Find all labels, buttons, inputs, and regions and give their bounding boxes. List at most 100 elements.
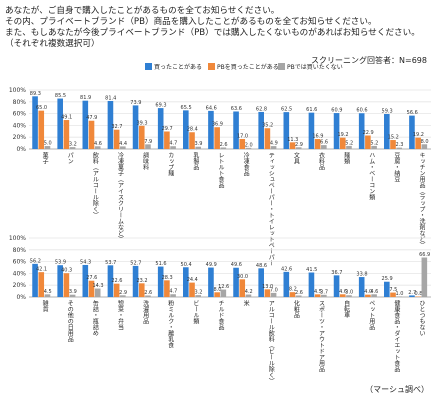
bar-2-4-1 <box>107 265 114 297</box>
bar-1-9-3 <box>245 147 252 149</box>
value-label-2-8-1: 49.9 <box>206 262 217 268</box>
bar-1-15-2 <box>390 140 396 149</box>
legend-swatch-1 <box>145 63 152 70</box>
category-label-2-1: 雑貨 <box>41 299 48 313</box>
category-label-1-4: 冷凍菓子（アイスクリームなど） <box>116 151 123 242</box>
value-label-1-10-2: 35.2 <box>262 123 273 129</box>
category-label-2-14: ペット用品 <box>368 300 375 331</box>
value-label-2-8-2: 8.0 <box>213 287 221 293</box>
value-label-2-13-3: 3.0 <box>345 290 353 296</box>
bar-1-10-2 <box>264 128 271 149</box>
value-label-2-3-1: 54.3 <box>80 259 91 265</box>
value-label-1-11-3: 2.9 <box>295 142 303 148</box>
value-label-2-6-2: 28.3 <box>162 275 173 281</box>
bar-1-4-2 <box>113 129 120 149</box>
bar-2-1-3 <box>44 294 51 297</box>
value-label-1-7-1: 65.5 <box>181 105 192 111</box>
bar-2-1-2 <box>38 272 45 297</box>
bar-1-12-3 <box>321 145 327 149</box>
bar-2-6-1 <box>157 266 164 297</box>
ytick-1-100: 100% <box>9 87 26 94</box>
bar-1-12-1 <box>308 112 315 149</box>
value-label-1-12-2: 16.9 <box>312 134 323 140</box>
value-label-1-6-1: 69.3 <box>155 103 166 109</box>
category-label-1-6: カップ麺 <box>167 152 174 177</box>
bar-2-2-1 <box>57 265 63 297</box>
bar-1-12-2 <box>314 139 321 149</box>
bar-1-3-1 <box>82 100 89 149</box>
category-label-2-4: 惣菜・弁当 <box>116 299 123 331</box>
bar-2-13-3 <box>346 295 352 297</box>
question-line-4: （それぞれ複数選択可） <box>5 39 100 49</box>
value-label-1-3-3: 4.6 <box>94 141 102 147</box>
value-label-1-8-2: 36.9 <box>212 122 223 128</box>
value-label-1-14-3: 5.2 <box>370 140 378 146</box>
value-label-2-7-2: 24.4 <box>187 277 198 283</box>
value-label-2-4-2: 22.6 <box>111 278 122 284</box>
bar-1-13-3 <box>346 145 352 149</box>
category-label-2-10: アルコール飲料（ビール除く） <box>267 300 274 384</box>
value-label-2-8-3: 12.6 <box>218 284 229 290</box>
value-label-1-14-1: 60.6 <box>356 108 367 114</box>
category-label-2-12: スポーツ・アウトドア用品 <box>317 300 324 373</box>
value-label-1-13-2: 19.2 <box>337 132 348 138</box>
bar-1-7-1 <box>183 110 189 149</box>
value-label-1-4-1: 81.4 <box>105 95 116 101</box>
bar-1-10-3 <box>270 146 277 149</box>
bar-1-7-2 <box>189 132 195 149</box>
bar-2-6-3 <box>170 294 176 297</box>
bar-1-6-1 <box>157 108 164 149</box>
bar-2-8-2 <box>214 292 220 297</box>
value-label-1-14-2: 22.9 <box>363 130 374 136</box>
bar-2-4-3 <box>120 295 126 297</box>
legend-swatch-2 <box>208 63 215 70</box>
question-line-1: あなたが、ご自身で購入したことがあるものを全てお知らせください。 <box>5 6 280 16</box>
bar-2-14-1 <box>358 277 365 297</box>
category-label-1-1: 菓子 <box>41 151 48 164</box>
value-label-1-6-2: 29.7 <box>162 126 173 132</box>
bar-1-14-3 <box>371 145 377 149</box>
bar-1-16-1 <box>409 115 415 149</box>
category-label-2-2: その他の日用品 <box>66 300 73 343</box>
bar-1-1-1 <box>32 96 38 149</box>
value-label-2-13-1: 36.7 <box>331 270 342 276</box>
value-label-1-13-1: 60.9 <box>331 108 342 114</box>
category-label-1-7: 乳製品 <box>192 151 199 171</box>
category-label-2-8: チルド食品 <box>217 300 224 331</box>
bar-1-2-1 <box>57 98 63 149</box>
bar-2-3-3 <box>94 288 101 297</box>
bar-2-11-2 <box>289 292 296 297</box>
bar-1-3-2 <box>88 120 95 149</box>
category-label-1-9: 冷凍食品 <box>242 151 249 177</box>
value-label-2-4-3: 2.9 <box>119 290 127 296</box>
value-label-2-6-1: 51.6 <box>155 261 166 267</box>
category-label-2-7: ビール類 <box>192 299 199 325</box>
bar-2-8-3 <box>220 289 227 297</box>
ytick-1-20: 20% <box>13 134 27 141</box>
bar-2-15-2 <box>390 292 396 297</box>
bar-2-9-2 <box>239 279 246 297</box>
category-label-1-15: 豆腐・納豆 <box>393 152 400 182</box>
value-label-1-7-3: 3.9 <box>195 141 203 147</box>
bar-1-8-3 <box>220 147 227 149</box>
bar-2-16-1 <box>409 295 415 297</box>
value-label-1-8-3: 2.6 <box>220 142 228 148</box>
bar-2-12-2 <box>314 294 321 297</box>
bar-2-5-2 <box>138 283 145 297</box>
bar-2-7-2 <box>189 282 195 297</box>
bar-2-1-1 <box>32 263 38 297</box>
value-label-2-16-1: 2.7 <box>408 290 416 296</box>
value-label-2-9-2: 30.0 <box>237 274 248 280</box>
value-label-1-12-1: 61.6 <box>306 107 317 113</box>
bar-1-9-2 <box>239 138 246 149</box>
bar-2-7-1 <box>183 267 189 297</box>
bar-1-2-3 <box>69 147 76 149</box>
bar-2-14-2 <box>365 294 371 297</box>
value-label-1-4-2: 32.7 <box>111 124 122 130</box>
legend-label-1: 買ったことがある <box>154 63 202 71</box>
value-label-2-16-2: 0.8 <box>414 291 422 297</box>
bar-1-10-1 <box>258 111 264 149</box>
bar-1-5-1 <box>132 105 139 149</box>
value-label-2-9-1: 49.6 <box>231 262 242 268</box>
value-label-2-12-1: 41.5 <box>306 267 317 273</box>
